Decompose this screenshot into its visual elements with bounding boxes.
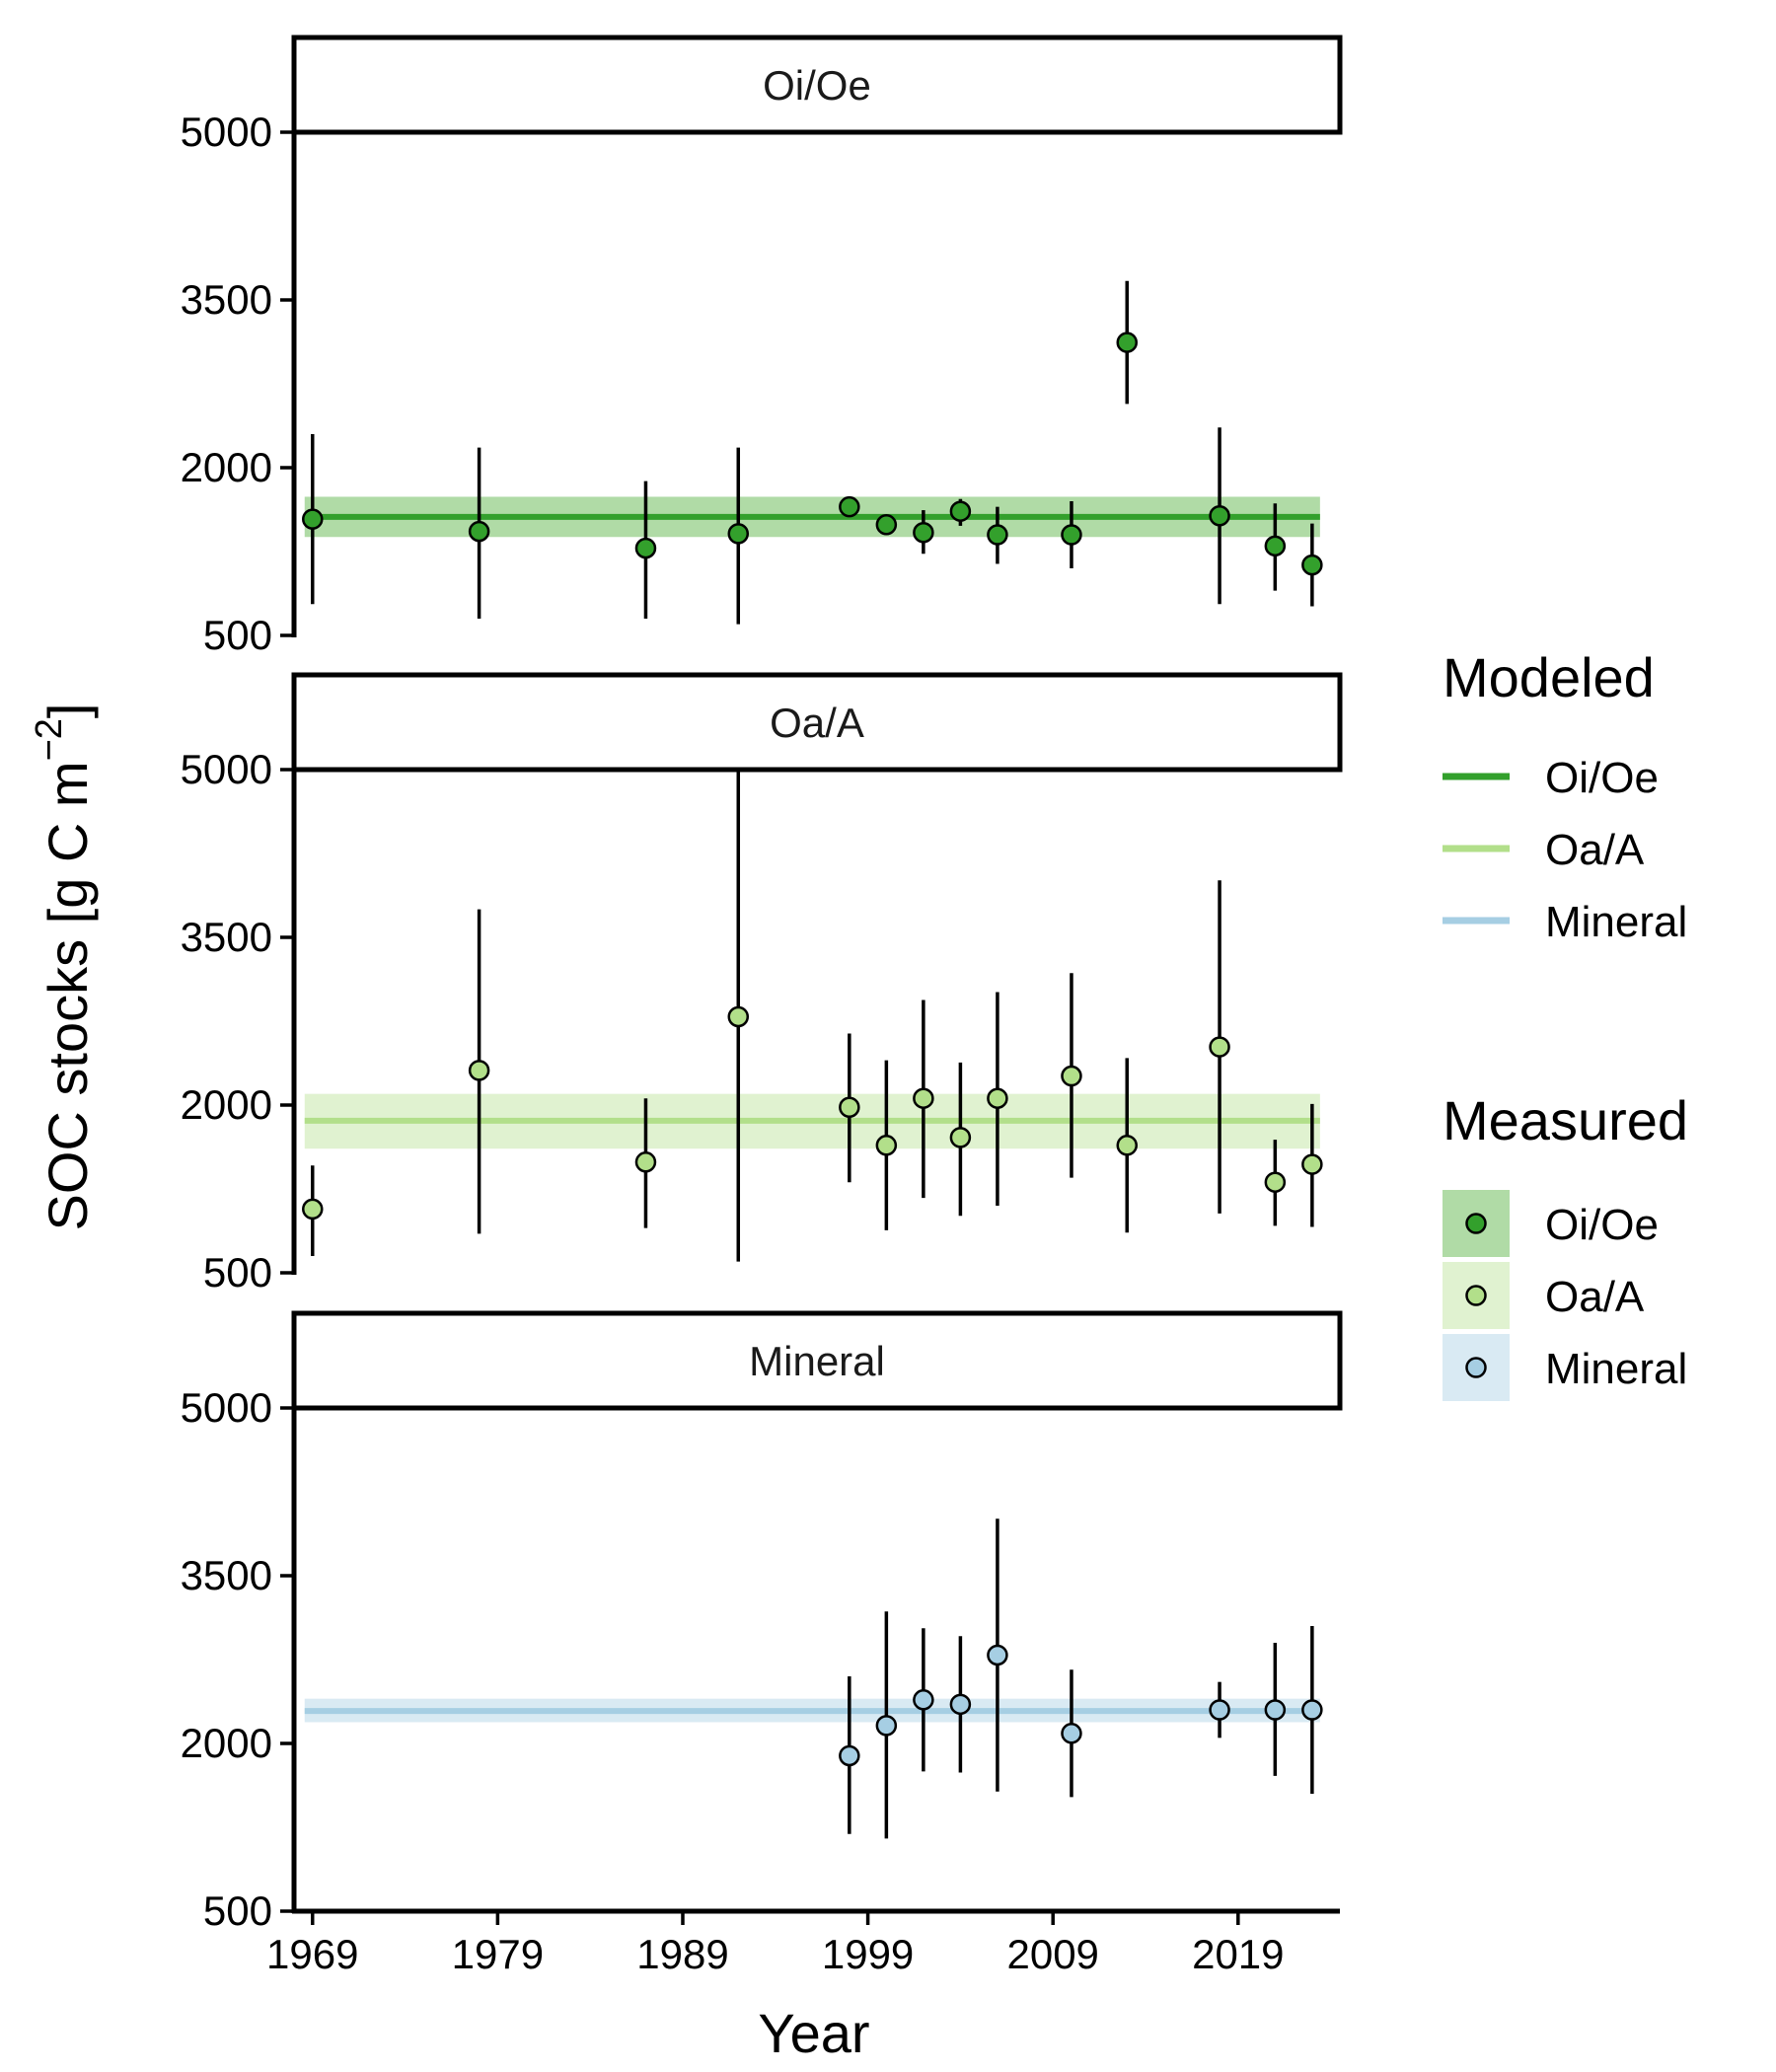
data-point-oa-a-2006 [987,1087,1008,1109]
strip-label-oa-a: Oa/A [770,700,864,746]
data-point-oi-oe-1998 [839,495,860,518]
legend-measured-label-mineral: Mineral [1545,1345,1687,1393]
data-point-mineral-2002 [913,1689,934,1711]
data-point-oi-oe-2013 [1116,332,1138,353]
x-tick-label-1979: 1979 [452,1931,544,1977]
legend-modeled-label-oi-oe: Oi/Oe [1545,754,1659,802]
y-tick-label-oi-oe-2000: 2000 [181,444,272,490]
data-point-oa-a-2023 [1301,1153,1323,1175]
y-axis-title-main: SOC stocks [g C m [37,761,99,1230]
y-tick-label-oi-oe-3500: 3500 [181,276,272,323]
y-tick-label-mineral-5000: 5000 [181,1384,272,1431]
data-point-oi-oe-1992 [727,523,750,545]
y-tick-label-mineral-3500: 3500 [181,1552,272,1598]
data-point-oa-a-1992 [727,1005,750,1028]
legend-title-measured: Measured [1443,1089,1688,1151]
y-axis-title-superscript: 2 [29,718,70,739]
x-axis: 1969 1979 1989 1999 2009 2019 [266,1908,1340,1977]
legend-measured-point-mineral [1465,1357,1487,1378]
strip-box-mineral [291,1310,1343,1411]
data-point-oa-a-2021 [1264,1171,1287,1193]
legend-title-modeled: Modeled [1443,646,1655,708]
y-axis-title-close: ] [37,703,99,719]
panel-oa-a: Oa/A 500 2000 3500 5000 [181,672,1343,1295]
data-point-oi-oe-1987 [634,537,657,559]
data-point-oi-oe-2018 [1209,504,1230,527]
y-tick-label-oa-a-5000: 5000 [181,746,272,792]
legend-measured-point-oi-oe [1465,1213,1487,1234]
data-point-oi-oe-2010 [1061,524,1082,546]
x-axis-title: Year [758,2002,869,2064]
data-point-oi-oe-2021 [1264,535,1287,557]
data-point-oi-oe-1969 [302,508,324,530]
legend-measured-label-oi-oe: Oi/Oe [1545,1201,1659,1249]
x-tick-label-1999: 1999 [822,1931,914,1977]
x-tick-label-1989: 1989 [636,1931,728,1977]
legend-modeled-label-oa-a: Oa/A [1545,826,1645,874]
data-point-mineral-1998 [839,1744,860,1767]
data-point-mineral-2021 [1264,1699,1287,1721]
panel-oi-oe: Oi/Oe 500 2000 3500 5000 [181,35,1343,658]
data-point-oi-oe-2006 [987,524,1008,546]
y-tick-label-mineral-500: 500 [203,1887,272,1934]
data-point-mineral-2006 [987,1644,1008,1666]
data-point-oa-a-1978 [468,1060,490,1081]
strip-label-mineral: Mineral [749,1338,885,1384]
data-point-mineral-2018 [1209,1699,1230,1721]
y-axis-title: SOC stocks [g C m−2] [29,703,99,1231]
data-point-oi-oe-2004 [949,500,972,522]
y-tick-label-oi-oe-5000: 5000 [181,109,272,155]
data-point-oa-a-1969 [302,1198,324,1221]
data-point-oi-oe-2000 [875,514,898,536]
y-tick-label-oa-a-500: 500 [203,1249,272,1295]
data-point-mineral-2004 [949,1693,972,1716]
legend-modeled-label-mineral: Mineral [1545,898,1687,946]
data-point-oa-a-2000 [875,1135,898,1156]
data-point-oa-a-2010 [1061,1065,1082,1087]
strip-box-oa-a [291,672,1343,773]
x-tick-label-2009: 2009 [1006,1931,1098,1977]
y-tick-label-oi-oe-500: 500 [203,612,272,658]
y-tick-label-mineral-2000: 2000 [181,1720,272,1766]
data-point-oa-a-2013 [1116,1135,1138,1156]
strip-box-oi-oe [291,35,1343,135]
legend-measured-label-oa-a: Oa/A [1545,1273,1645,1321]
data-point-mineral-2010 [1061,1723,1082,1744]
x-tick-label-1969: 1969 [266,1931,358,1977]
data-point-oi-oe-2023 [1301,554,1323,576]
data-point-mineral-2023 [1301,1699,1323,1721]
strip-label-oi-oe: Oi/Oe [763,62,871,109]
y-tick-label-oa-a-3500: 3500 [181,914,272,960]
legend-measured-point-oa-a [1465,1285,1487,1306]
data-point-oa-a-1987 [634,1151,657,1173]
chart-panels: Oi/Oe500200035005000Oa/A500200035005000M… [181,35,1343,1934]
x-tick-label-2019: 2019 [1192,1931,1284,1977]
data-point-oi-oe-2002 [913,521,934,544]
data-point-oa-a-2002 [913,1087,934,1109]
data-point-mineral-2000 [875,1715,898,1737]
legend: Modeled Oi/Oe Oa/A Mineral Measured Oi/Oe Oa/A… [1443,646,1688,1401]
data-point-oa-a-1998 [839,1096,860,1119]
data-point-oi-oe-1978 [468,520,490,543]
y-axis-title-minus: − [29,739,70,761]
y-tick-label-oa-a-2000: 2000 [181,1081,272,1128]
panel-mineral: Mineral 500 2000 3500 5000 [181,1310,1343,1934]
data-point-oa-a-2004 [949,1127,972,1148]
data-point-oa-a-2018 [1209,1036,1230,1058]
